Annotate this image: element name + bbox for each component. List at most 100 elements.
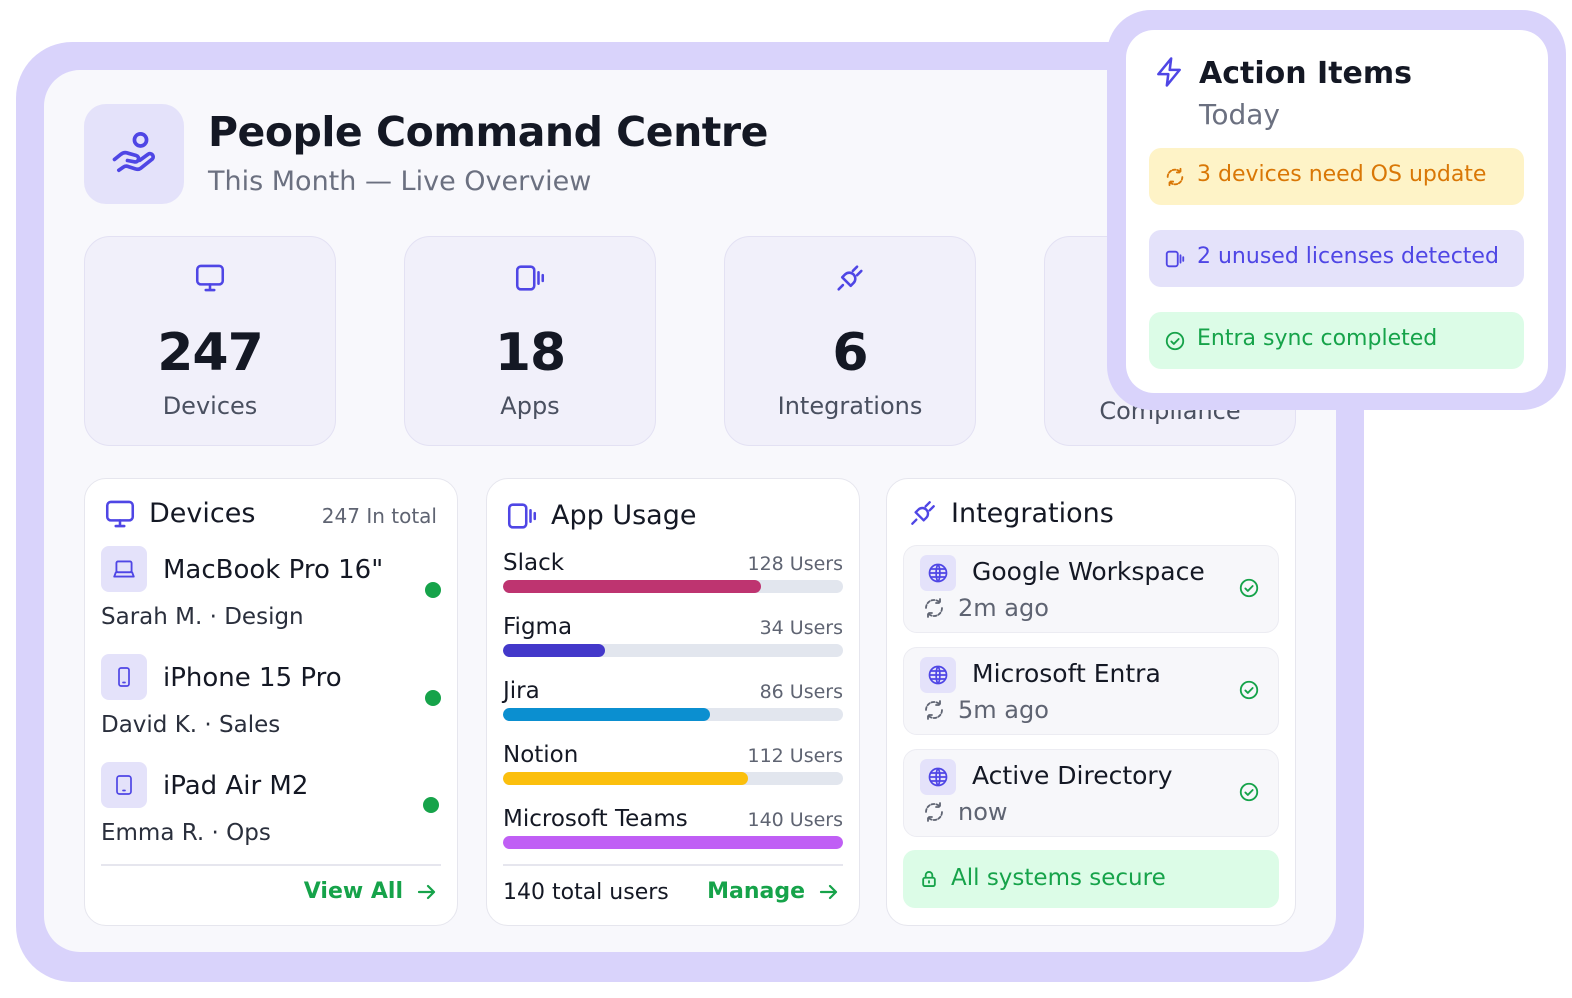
lock-icon	[922, 871, 936, 887]
app-usage-title: App Usage	[551, 500, 697, 531]
status-dot	[423, 797, 439, 813]
integrations-title: Integrations	[951, 498, 1114, 529]
alert-text: 3 devices need OS update	[1197, 162, 1487, 187]
sync-icon	[925, 700, 943, 720]
apps-icon	[507, 503, 537, 529]
integration-time: 5m ago	[958, 696, 1049, 724]
monitor-icon	[195, 264, 225, 292]
usage-fill	[503, 708, 711, 721]
usage-track	[503, 836, 843, 849]
sync-icon	[925, 802, 943, 822]
alert-text: Entra sync completed	[1197, 326, 1438, 351]
refresh-icon	[1166, 167, 1184, 187]
globe-tile	[920, 657, 956, 693]
total-users: 140 total users	[503, 880, 669, 905]
app-users: 140 Users	[747, 809, 843, 831]
usage-track	[503, 708, 843, 721]
app-row[interactable]: Notion 112 Users	[503, 742, 843, 798]
app-name: Microsoft Teams	[503, 806, 688, 832]
logo-tile	[84, 104, 184, 204]
apps-icon	[515, 265, 545, 291]
integration-name: Google Workspace	[972, 557, 1205, 586]
secure-status-bar: All systems secure	[903, 850, 1279, 908]
devices-panel-title: Devices	[149, 498, 256, 529]
sync-icon	[925, 598, 943, 618]
stat-label: Integrations	[777, 392, 923, 420]
integration-time: now	[958, 798, 1008, 826]
plug-icon	[837, 265, 863, 291]
devices-count: 247 In total	[321, 504, 437, 528]
arrow-right-icon	[819, 884, 838, 899]
globe-tile	[920, 759, 956, 795]
stat-card-devices[interactable]: 247 Devices	[84, 236, 336, 446]
tablet-tile	[101, 762, 147, 808]
devices-panel: Devices 247 In total MacBook Pro 16" Sar…	[84, 478, 458, 926]
view-all-label: View All	[303, 879, 403, 904]
action-items-title: Action Items	[1199, 56, 1413, 91]
alert-text: 2 unused licenses detected	[1197, 244, 1499, 269]
apps-icon	[1165, 250, 1185, 268]
alert-entra-sync[interactable]: Entra sync completed	[1149, 312, 1524, 369]
laptop-icon	[113, 560, 135, 578]
device-name: iPad Air M2	[163, 771, 309, 801]
usage-track	[503, 644, 843, 657]
alert-os-update[interactable]: 3 devices need OS update	[1149, 148, 1524, 205]
app-users: 112 Users	[747, 745, 843, 767]
globe-icon	[928, 665, 948, 685]
alert-unused-licenses[interactable]: 2 unused licenses detected	[1149, 230, 1524, 287]
stat-value: 18	[494, 323, 566, 383]
app-name: Slack	[503, 550, 565, 576]
divider	[503, 864, 843, 866]
laptop-tile	[101, 546, 147, 592]
divider	[101, 864, 441, 866]
lightning-icon	[1157, 57, 1181, 87]
check-circle-icon	[1239, 680, 1259, 700]
status-dot	[425, 690, 441, 706]
integration-row[interactable]: Microsoft Entra 5m ago	[903, 647, 1279, 735]
tablet-icon	[116, 775, 132, 795]
action-items-subtitle: Today	[1199, 98, 1280, 131]
stat-label: Devices	[162, 392, 258, 420]
monitor-icon	[105, 500, 135, 528]
app-name: Notion	[503, 742, 579, 768]
integration-name: Microsoft Entra	[972, 659, 1161, 688]
app-row[interactable]: Slack 128 Users	[503, 550, 843, 606]
app-users: 86 Users	[759, 681, 843, 703]
hand-coin-icon	[112, 132, 155, 173]
page-title: People Command Centre	[208, 108, 768, 156]
device-name: iPhone 15 Pro	[163, 663, 342, 693]
phone-tile	[101, 654, 147, 700]
usage-fill	[503, 644, 605, 657]
app-usage-panel: App Usage Slack 128 Users Figma 34 Users…	[486, 478, 860, 926]
app-row[interactable]: Jira 86 Users	[503, 678, 843, 734]
usage-track	[503, 580, 843, 593]
integration-time: 2m ago	[958, 594, 1049, 622]
globe-icon	[928, 563, 948, 583]
app-name: Figma	[503, 614, 573, 640]
phone-icon	[118, 667, 130, 687]
stat-value: 6	[832, 323, 868, 383]
view-all-link[interactable]: View All	[304, 879, 439, 904]
integration-row[interactable]: Google Workspace 2m ago	[903, 545, 1279, 633]
check-circle-icon	[1239, 782, 1259, 802]
app-row[interactable]: Figma 34 Users	[503, 614, 843, 670]
device-name: MacBook Pro 16"	[163, 555, 384, 585]
arrow-right-icon	[417, 884, 436, 899]
page-subtitle: This Month — Live Overview	[208, 166, 592, 197]
app-users: 34 Users	[759, 617, 843, 639]
stat-card-integrations[interactable]: 6 Integrations	[724, 236, 976, 446]
usage-track	[503, 772, 843, 785]
integration-row[interactable]: Active Directory now	[903, 749, 1279, 837]
integrations-panel: Integrations Google Workspace 2m ago Mic…	[886, 478, 1296, 926]
manage-label: Manage	[707, 879, 805, 904]
device-owner: Emma R. · Ops	[101, 820, 271, 846]
globe-icon	[928, 767, 948, 787]
stat-label: Apps	[500, 392, 560, 420]
app-row[interactable]: Microsoft Teams 140 Users	[503, 806, 843, 862]
globe-tile	[920, 555, 956, 591]
secure-label: All systems secure	[951, 865, 1166, 891]
usage-fill	[503, 580, 762, 593]
stat-card-apps[interactable]: 18 Apps	[404, 236, 656, 446]
usage-fill	[503, 836, 843, 849]
manage-link[interactable]: Manage	[707, 879, 841, 904]
